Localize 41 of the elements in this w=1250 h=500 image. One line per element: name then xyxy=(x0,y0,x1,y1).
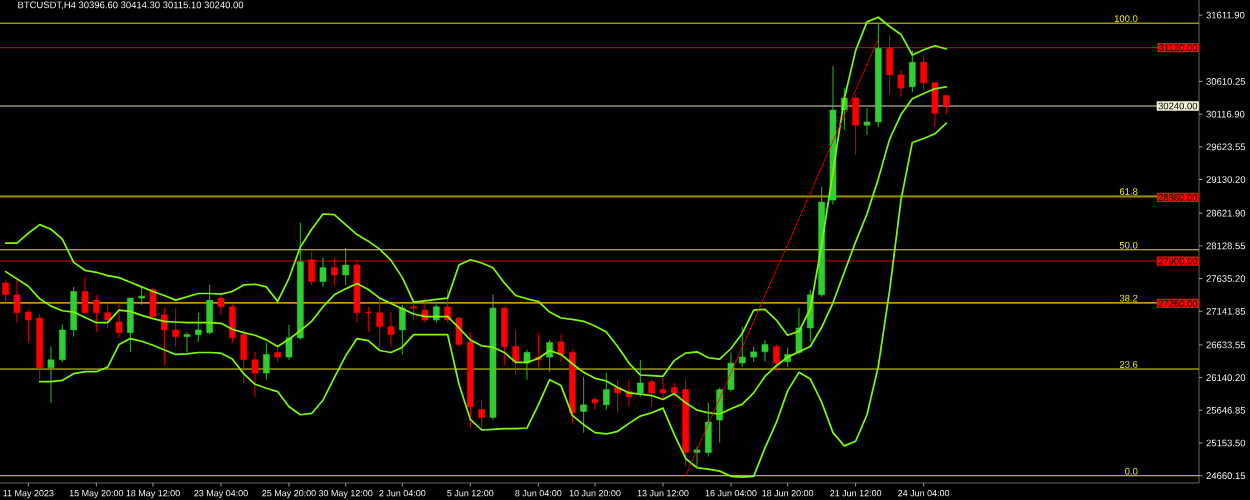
y-tick-label: 27635.20 xyxy=(1206,275,1246,282)
annotation: 0.0 xyxy=(1125,467,1138,475)
x-tick-label: 30 May 12:00 xyxy=(318,490,373,499)
annotation: 23.6 xyxy=(1119,361,1138,368)
annotation: 38.2 xyxy=(1119,294,1138,302)
y-tick-label: 31611.90 xyxy=(1206,11,1245,19)
y-tick-label: 29623.55 xyxy=(1206,143,1246,151)
x-tick-label: 11 May 2023 xyxy=(3,490,54,499)
y-tick-label: 25153.50 xyxy=(1206,439,1246,447)
x-tick-label: 13 Jun 12:00 xyxy=(637,490,689,497)
x-tick-label: 21 Jun 12:00 xyxy=(830,490,882,497)
ref-line-label: 27900.00 xyxy=(1158,257,1198,265)
y-tick-label: 26633.55 xyxy=(1206,341,1246,349)
chart-title: BTCUSDT,H4 30396.60 30414.30 30115.10 30240.00 xyxy=(18,1,244,10)
x-tick-label: 8 Jun 04:00 xyxy=(515,490,562,497)
y-tick-label: 25646.85 xyxy=(1206,406,1246,414)
y-tick-label: 28128.55 xyxy=(1206,242,1246,250)
annotation: 61.8 xyxy=(1119,188,1138,195)
x-tick-label: 15 May 20:00 xyxy=(69,490,124,499)
y-tick-label: 30610.25 xyxy=(1206,78,1246,85)
annotation: 100.0 xyxy=(1114,15,1138,22)
x-tick-label: 18 May 12:00 xyxy=(126,490,180,499)
x-tick-label: 18 Jun 20:00 xyxy=(762,490,814,497)
x-tick-label: 10 Jun 20:00 xyxy=(569,490,621,497)
annotation: 50.0 xyxy=(1119,241,1138,249)
ref-line-label: 28860.00 xyxy=(1158,194,1198,201)
y-tick-label: 30116.90 xyxy=(1206,110,1245,118)
y-tick-label: 28621.90 xyxy=(1206,209,1246,217)
x-tick-label: 24 Jun 04:00 xyxy=(898,490,950,497)
x-tick-label: 25 May 20:00 xyxy=(262,490,316,499)
y-tick-label: 24660.15 xyxy=(1206,472,1246,480)
ref-line-label: 27260.00 xyxy=(1158,300,1198,307)
ref-line-label: 31120.00 xyxy=(1159,44,1198,52)
y-tick-label: 29130.20 xyxy=(1206,176,1246,183)
x-tick-label: 23 May 04:00 xyxy=(194,490,248,499)
y-tick-label: 27141.85 xyxy=(1206,307,1246,315)
x-tick-label: 2 Jun 04:00 xyxy=(379,490,426,497)
x-tick-label: 5 Jun 12:00 xyxy=(447,490,494,497)
ref-line-label: 30240.00 xyxy=(1158,102,1198,110)
y-tick-label: 26140.20 xyxy=(1206,374,1246,381)
x-tick-label: 16 Jun 04:00 xyxy=(705,490,757,497)
